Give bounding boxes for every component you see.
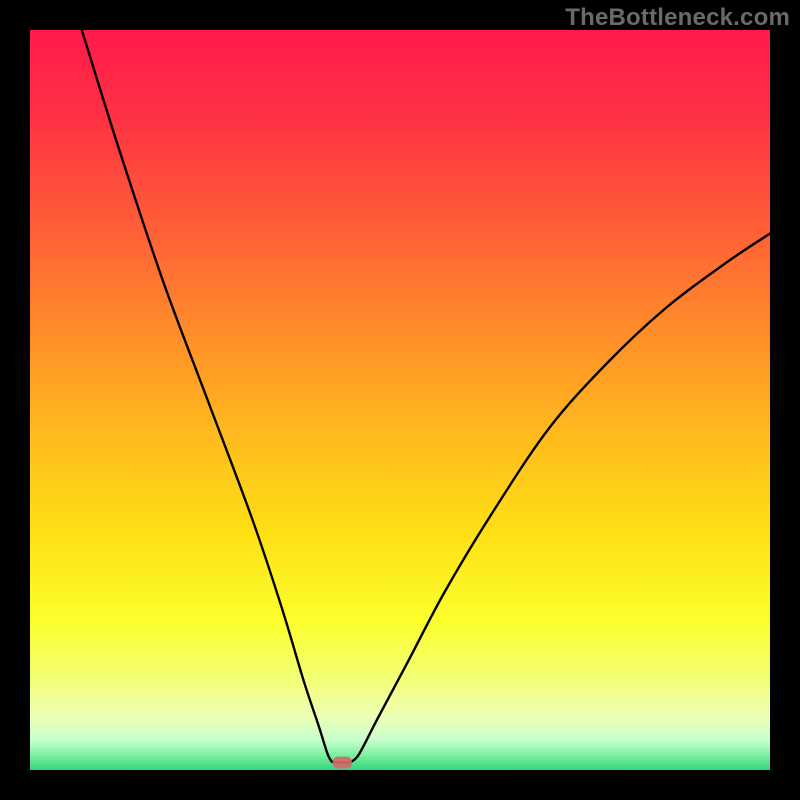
chart-root: TheBottleneck.com (0, 0, 800, 800)
bottleneck-chart (0, 0, 800, 800)
optimal-marker (333, 757, 352, 769)
plot-background (30, 30, 770, 770)
